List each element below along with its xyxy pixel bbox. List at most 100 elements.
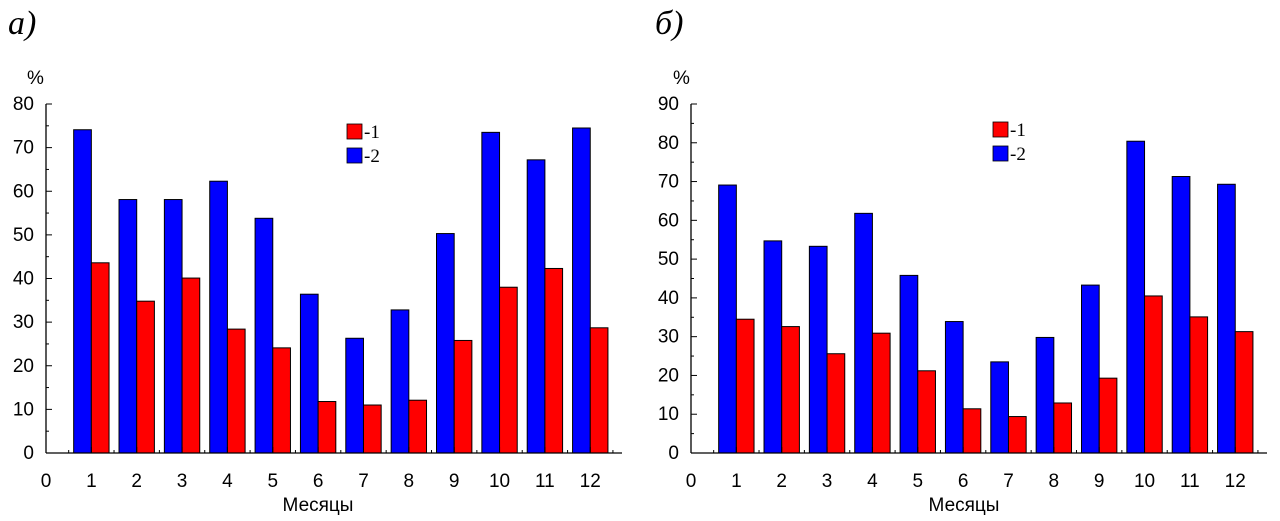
bar-series-1 [272, 347, 291, 454]
legend-label: -2 [364, 146, 380, 167]
bar-series-2 [390, 309, 410, 454]
y-tick-label: 50 [658, 249, 679, 270]
bar-series-1 [362, 404, 382, 454]
x-tick-label: 4 [222, 471, 233, 492]
bar-series-1 [544, 267, 564, 454]
legend-swatch [992, 145, 1009, 162]
bar-series-2 [254, 217, 274, 454]
bar-series-1 [90, 262, 110, 454]
x-tick-label: 12 [580, 471, 601, 492]
y-tick-label: 90 [658, 94, 679, 115]
bar-series-1 [1053, 402, 1073, 454]
y-axis-label: % [673, 68, 690, 89]
bar-series-2 [1171, 176, 1191, 454]
legend-swatch [346, 147, 363, 164]
y-tick-label: 0 [668, 443, 679, 464]
bar-series-1 [181, 277, 201, 454]
bar-series-2 [526, 159, 546, 454]
legend-label: -1 [1010, 120, 1026, 141]
legend-swatch [992, 121, 1009, 138]
bar-series-2 [899, 274, 919, 454]
x-tick-label: 0 [41, 471, 52, 492]
x-tick-label: 7 [358, 471, 369, 492]
bar-series-1 [1098, 377, 1118, 454]
y-tick-label: 70 [13, 138, 34, 159]
y-tick-label: 40 [13, 269, 34, 290]
x-tick-label: 7 [1003, 471, 1014, 492]
bar-series-1 [317, 401, 337, 454]
x-tick-label: 10 [489, 471, 510, 492]
bar-series-1 [1144, 295, 1163, 454]
x-tick-label: 9 [1094, 471, 1105, 492]
x-tick-label: 8 [404, 471, 415, 492]
x-tick-label: 12 [1225, 471, 1246, 492]
y-tick-label: 50 [13, 225, 34, 246]
bar-series-2 [1035, 336, 1055, 454]
bar-series-1 [408, 399, 428, 454]
bar-series-1 [1189, 316, 1209, 454]
y-tick-label: 80 [658, 133, 679, 154]
bar-series-1 [453, 339, 473, 454]
bar-series-2 [763, 240, 783, 454]
y-tick-label: 80 [13, 94, 34, 115]
y-tick-label: 10 [658, 404, 679, 425]
x-tick-label: 1 [731, 471, 742, 492]
bar-series-2 [73, 129, 92, 454]
bar-series-2 [436, 233, 455, 454]
x-tick-label: 6 [958, 471, 969, 492]
bar-series-2 [163, 199, 183, 454]
y-axis-label: % [27, 68, 44, 89]
legend-label: -2 [1010, 144, 1026, 165]
x-tick-label: 9 [449, 471, 460, 492]
bar-series-2 [481, 131, 501, 454]
bar-series-2 [345, 337, 364, 454]
x-tick-label: 3 [177, 471, 188, 492]
bar-series-1 [735, 318, 755, 454]
bar-series-2 [990, 361, 1009, 454]
bar-series-1 [136, 300, 155, 454]
y-tick-label: 30 [658, 327, 679, 348]
x-tick-label: 6 [313, 471, 324, 492]
bar-series-2 [299, 293, 319, 454]
x-tick-label: 1 [86, 471, 97, 492]
bar-series-1 [1234, 331, 1254, 454]
bar-series-2 [1081, 284, 1100, 454]
bar-series-2 [572, 127, 591, 454]
x-tick-label: 11 [535, 471, 555, 492]
bar-series-2 [1217, 183, 1236, 454]
bar-series-1 [226, 328, 246, 454]
bar-series-2 [209, 180, 228, 454]
y-tick-label: 30 [13, 312, 34, 333]
legend-label: -1 [364, 122, 380, 143]
y-tick-label: 20 [658, 365, 679, 386]
bar-series-1 [499, 286, 518, 454]
y-tick-label: 40 [658, 288, 679, 309]
y-tick-label: 10 [13, 399, 34, 420]
y-tick-label: 60 [658, 210, 679, 231]
bar-series-1 [781, 326, 800, 454]
y-tick-label: 60 [13, 181, 34, 202]
y-tick-label: 20 [13, 356, 34, 377]
x-tick-label: 0 [686, 471, 697, 492]
x-tick-label: 4 [867, 471, 878, 492]
x-tick-label: 5 [912, 471, 923, 492]
bar-series-2 [944, 321, 964, 454]
bar-series-1 [917, 370, 936, 454]
bar-series-2 [718, 184, 737, 454]
panel-title: б) [655, 5, 683, 42]
x-tick-label: 8 [1049, 471, 1060, 492]
y-tick-label: 0 [23, 443, 34, 464]
x-tick-label: 2 [131, 471, 142, 492]
x-tick-label: 10 [1134, 471, 1155, 492]
panel-title: а) [8, 5, 36, 42]
x-axis-label: Месяцы [283, 495, 354, 516]
bar-series-2 [854, 212, 873, 454]
bar-series-2 [808, 245, 828, 454]
x-tick-label: 3 [822, 471, 833, 492]
bar-series-2 [118, 199, 138, 454]
